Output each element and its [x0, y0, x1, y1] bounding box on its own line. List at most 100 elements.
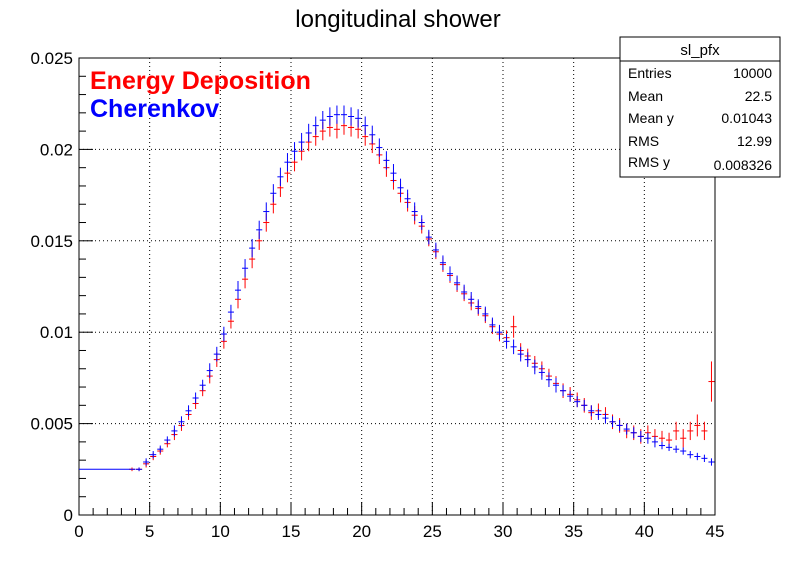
data-point	[538, 365, 545, 380]
y-tick-label: 0.025	[30, 49, 73, 68]
data-point	[150, 451, 157, 459]
stats-label-mean-y: Mean y	[628, 110, 674, 126]
data-point	[623, 423, 630, 435]
y-tick-label: 0.02	[40, 140, 73, 159]
stats-box-frame	[619, 36, 781, 178]
data-point	[249, 238, 256, 258]
data-point	[319, 111, 326, 130]
data-point	[588, 405, 595, 417]
chart-title: longitudinal shower	[295, 6, 500, 33]
data-point	[312, 116, 319, 135]
stats-label-entries: Entries	[628, 65, 672, 81]
data-point	[630, 427, 637, 439]
x-tick-label: 30	[494, 522, 513, 541]
x-tick-label: 0	[74, 522, 83, 541]
stats-box: sl_pfx Entries 10000 Mean 22.5 Mean y 0.…	[619, 36, 781, 178]
data-point	[340, 105, 348, 124]
data-point	[234, 281, 242, 300]
data-point	[284, 153, 291, 172]
stats-value-entries: 10000	[733, 65, 772, 81]
data-point	[581, 399, 588, 411]
data-point	[701, 454, 708, 462]
data-point	[552, 377, 560, 393]
data-point	[270, 184, 277, 203]
plot-frame	[78, 57, 716, 516]
data-point	[390, 164, 397, 183]
stats-label-mean: Mean	[628, 88, 663, 104]
stats-box-title: sl_pfx	[680, 42, 720, 59]
data-point	[418, 215, 425, 230]
data-point	[637, 430, 644, 442]
axis-ticks	[78, 57, 716, 516]
data-point	[432, 242, 439, 258]
data-point	[708, 361, 715, 402]
data-point	[383, 151, 390, 170]
data-point	[220, 326, 227, 342]
data-point	[185, 405, 192, 417]
x-tick-label: 35	[564, 522, 583, 541]
data-point	[213, 346, 220, 362]
data-point	[687, 451, 694, 459]
data-point	[482, 306, 489, 322]
data-point	[510, 339, 517, 355]
data-point	[355, 109, 362, 128]
stats-label-rms: RMS	[628, 133, 659, 149]
data-point	[644, 432, 651, 444]
data-point	[136, 467, 143, 472]
y-tick-label: 0.015	[30, 232, 73, 251]
y-tick-label: 0.005	[30, 415, 73, 434]
data-point	[545, 372, 552, 388]
data-point	[694, 414, 701, 437]
data-point	[397, 178, 404, 197]
data-point	[517, 346, 524, 362]
data-point	[531, 359, 538, 375]
data-point	[171, 425, 178, 437]
data-point	[164, 436, 171, 444]
data-point	[673, 445, 680, 453]
data-point	[658, 441, 666, 450]
data-point	[143, 458, 150, 466]
data-point	[348, 107, 355, 126]
data-point	[609, 416, 616, 428]
data-point	[496, 324, 503, 340]
data-point	[192, 392, 199, 404]
x-tick-label: 25	[423, 522, 442, 541]
data-point	[362, 116, 369, 135]
data-point	[687, 421, 694, 441]
data-point	[475, 299, 482, 314]
data-point	[567, 390, 574, 402]
data-point	[404, 189, 411, 208]
data-point	[298, 132, 305, 152]
data-point	[574, 396, 581, 408]
axis-tick-labels: 0 5 10 15 20 25 30 35 40 45 0 0.005 0.01 0.015 0.02 0.0…	[30, 49, 724, 541]
data-point	[411, 202, 418, 221]
data-point	[468, 291, 475, 307]
x-tick-label: 40	[635, 522, 654, 541]
data-point	[376, 138, 383, 157]
data-point	[694, 452, 701, 461]
data-point	[439, 255, 446, 271]
data-point	[256, 220, 263, 239]
data-point	[326, 107, 333, 126]
series-cherenkov	[79, 105, 715, 472]
data-point	[673, 421, 680, 441]
data-point	[305, 123, 312, 143]
data-point	[454, 275, 461, 291]
x-tick-label: 10	[211, 522, 230, 541]
stats-value-mean: 22.5	[745, 88, 772, 104]
data-point	[199, 379, 206, 391]
legend-entry-cherenkov: Cherenkov	[90, 95, 219, 123]
data-point	[178, 416, 185, 428]
data-point	[333, 105, 340, 124]
x-tick-label: 5	[145, 522, 154, 541]
data-point	[666, 443, 673, 452]
y-tick-label: 0	[64, 506, 73, 525]
data-point	[595, 408, 602, 420]
data-point	[461, 284, 468, 300]
data-point	[263, 202, 270, 221]
data-point	[157, 445, 164, 453]
x-tick-label: 20	[352, 522, 371, 541]
data-point	[524, 352, 531, 367]
data-point	[651, 436, 658, 448]
